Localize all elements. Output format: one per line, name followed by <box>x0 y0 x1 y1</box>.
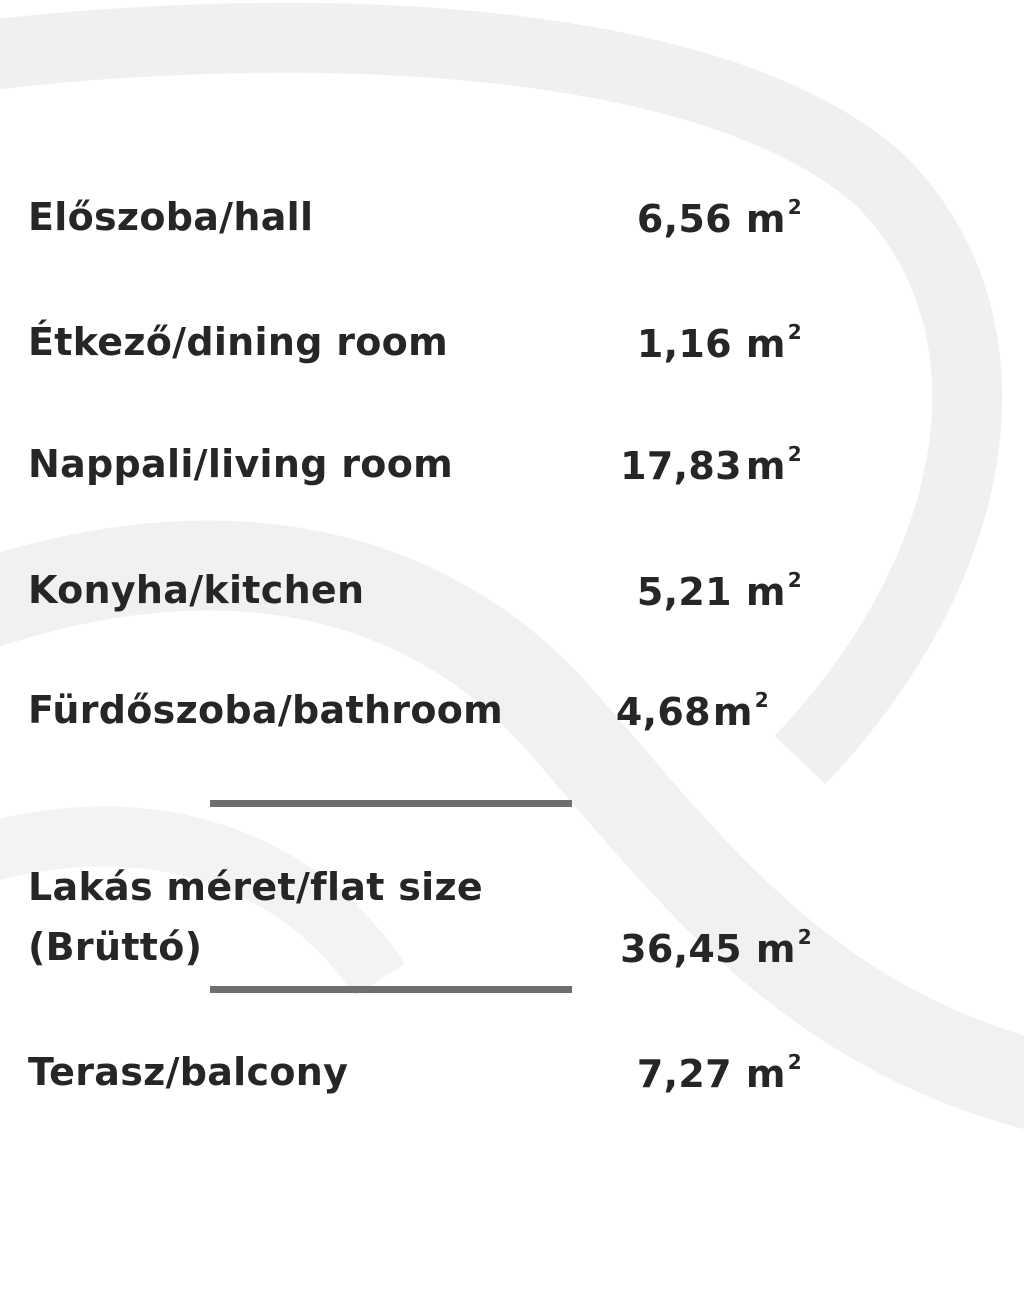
room-area: 1,16 m 2 <box>636 320 802 366</box>
room-label: Előszoba/hall <box>28 195 314 239</box>
balcony-label: Terasz/balcony <box>28 1050 349 1094</box>
room-area: 6,56 m 2 <box>636 195 802 241</box>
total-label-line1: Lakás méret/flat size <box>28 865 483 909</box>
room-row-bathroom: Fürdőszoba/bathroom 4,68m 2 <box>0 688 1024 748</box>
total-label-line2: (Brüttó) <box>28 925 203 969</box>
balcony-area: 7,27 m 2 <box>636 1050 802 1096</box>
room-row-dining: Étkező/dining room 1,16 m 2 <box>0 320 1024 380</box>
room-label: Konyha/kitchen <box>28 568 365 612</box>
room-label: Nappali/living room <box>28 442 453 486</box>
balcony-row: Terasz/balcony 7,27 m 2 <box>0 1050 1024 1110</box>
divider-bottom <box>210 986 572 993</box>
divider-top <box>210 800 572 807</box>
room-row-kitchen: Konyha/kitchen 5,21 m 2 <box>0 568 1024 628</box>
room-label: Étkező/dining room <box>28 320 448 364</box>
room-area: 5,21 m 2 <box>636 568 802 614</box>
total-row-line2: (Brüttó) 36,45 m 2 <box>0 925 1024 985</box>
total-row: Lakás méret/flat size <box>0 865 1024 925</box>
total-area: 36,45 m 2 <box>620 925 812 971</box>
room-row-living: Nappali/living room 17,83 m 2 <box>0 442 1024 502</box>
room-area: 4,68m 2 <box>615 688 769 734</box>
room-row-hall: Előszoba/hall 6,56 m 2 <box>0 195 1024 255</box>
room-area: 17,83 m 2 <box>620 442 802 488</box>
room-label: Fürdőszoba/bathroom <box>28 688 504 732</box>
